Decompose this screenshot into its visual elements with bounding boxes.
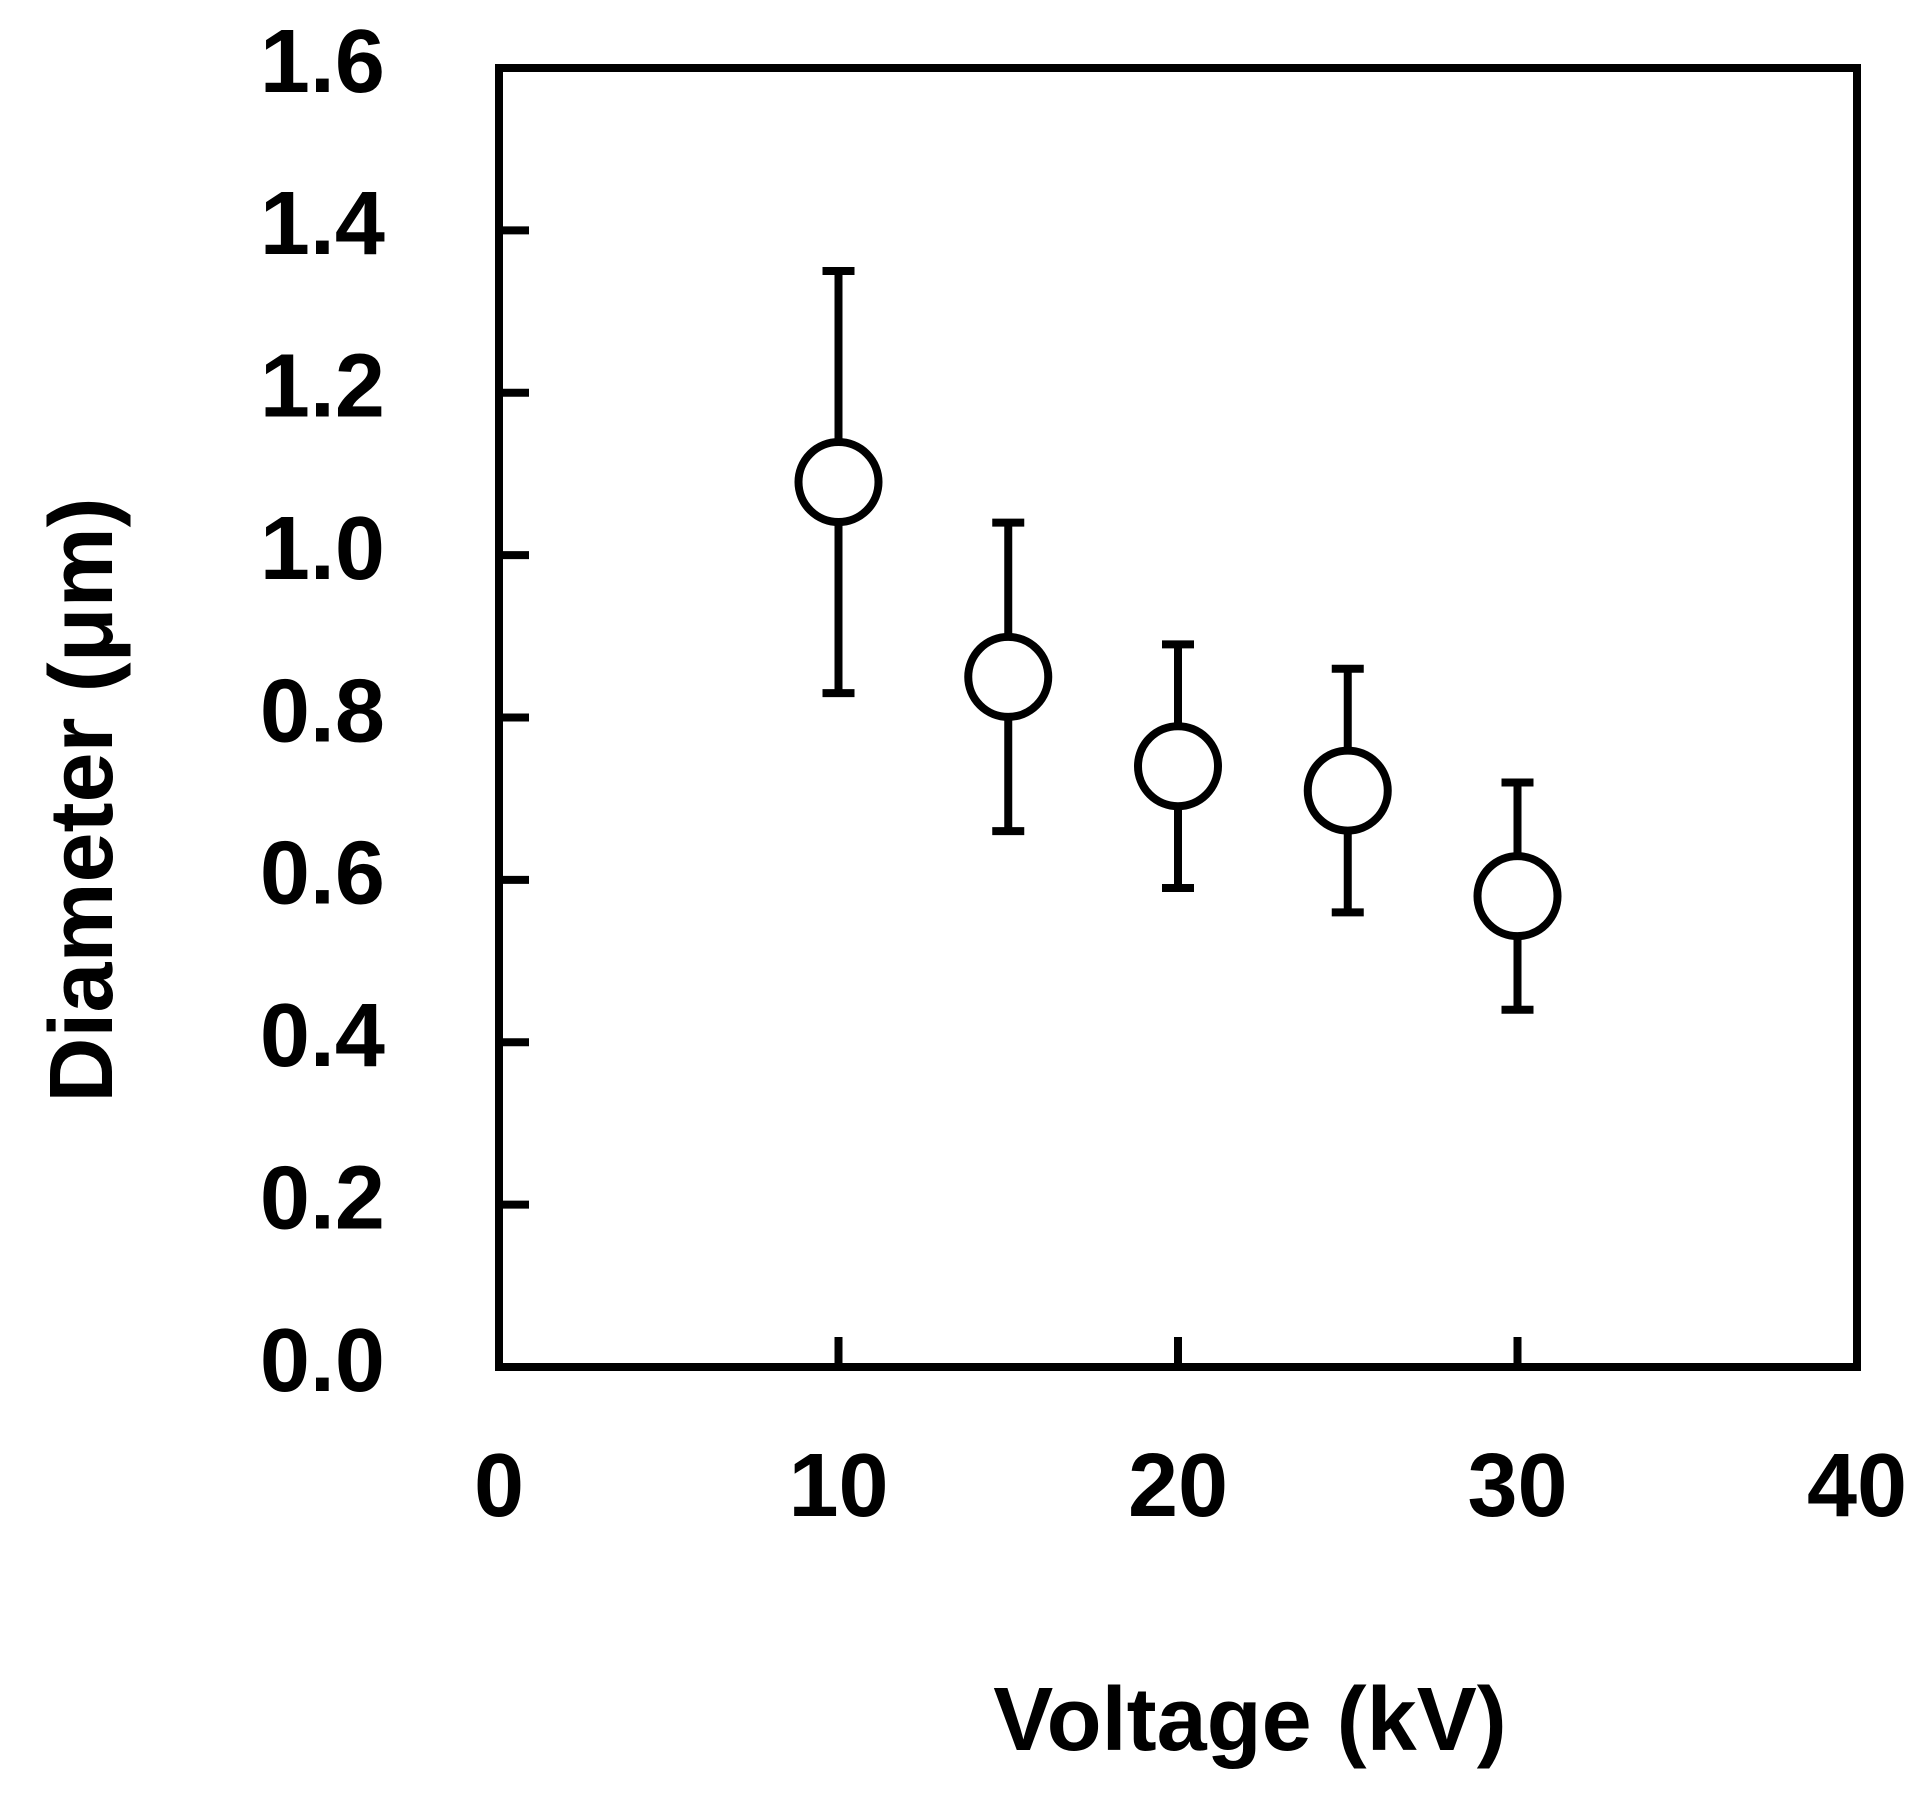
point (1303, 746, 1392, 835)
y-tick-label: 1.6 (260, 12, 385, 112)
y-axis-label: Diameter (μm) (32, 497, 132, 1102)
y-tick-label: 0.2 (260, 1148, 385, 1248)
x-tick-label: 0 (474, 1436, 524, 1536)
point (1473, 852, 1562, 941)
y-tick-label: 0.8 (260, 661, 385, 761)
y-tick-label: 0.6 (260, 824, 385, 924)
point (794, 438, 883, 527)
x-axis-label: Voltage (kV) (993, 1670, 1506, 1770)
y-tick-label: 1.4 (260, 174, 385, 274)
x-tick-label: 20 (1128, 1436, 1228, 1536)
point (1134, 722, 1222, 811)
x-tick-label: 40 (1807, 1436, 1907, 1536)
x-tick-label: 30 (1467, 1436, 1567, 1536)
point (964, 632, 1053, 721)
y-tick-label: 1.2 (260, 337, 385, 437)
y-tick-label: 1.0 (260, 499, 385, 599)
x-tick-label: 10 (788, 1436, 888, 1536)
y-tick-label: 0.0 (260, 1311, 385, 1411)
y-tick-label: 0.4 (260, 986, 385, 1086)
